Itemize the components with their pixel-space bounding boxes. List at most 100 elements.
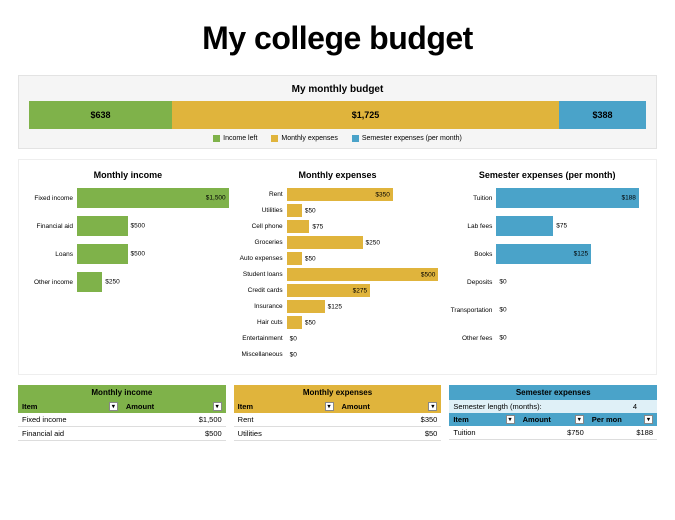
bar-value: $0: [499, 279, 506, 286]
bar-label: Loans: [27, 251, 77, 258]
bar-label: Credit cards: [237, 287, 287, 294]
bar-label: Lab fees: [446, 223, 496, 230]
bar-fill: [287, 252, 302, 265]
table-cell: $50: [338, 427, 442, 440]
bar-value: $0: [290, 351, 297, 358]
monthly-budget-title: My monthly budget: [29, 84, 646, 95]
bar-track: $125: [496, 244, 648, 264]
bar-value: $500: [421, 271, 435, 278]
semester-length-row: Semester length (months):4: [449, 400, 657, 413]
table-row: Rent$350: [234, 413, 442, 427]
semester-chart-title: Semester expenses (per month): [446, 170, 648, 180]
bar-track: $500: [77, 244, 229, 264]
bar-label: Fixed income: [27, 195, 77, 202]
table-cell: $350: [338, 413, 442, 426]
semester-length-label: Semester length (months):: [449, 400, 629, 413]
bar-value: $1,500: [206, 195, 226, 202]
bar-value: $50: [305, 319, 316, 326]
table-header-row: Item ▾ Amount ▾: [234, 400, 442, 413]
expenses-chart-title: Monthly expenses: [237, 170, 439, 180]
table-cell: Financial aid: [18, 427, 122, 440]
expenses-table: Monthly expenses Item ▾ Amount ▾ Rent$350Util…: [234, 385, 442, 441]
bar-fill: [496, 216, 553, 236]
bar-track: $50: [287, 316, 439, 329]
bar-row: Financial aid$500: [27, 216, 229, 236]
filter-icon[interactable]: ▾: [325, 402, 334, 411]
table-column-header[interactable]: Amount ▾: [122, 400, 226, 413]
expenses-chart: Monthly expenses Rent$350Utilities$50Cel…: [237, 170, 439, 364]
income-chart-title: Monthly income: [27, 170, 229, 180]
column-label: Amount: [126, 402, 154, 411]
table-cell: $500: [122, 427, 226, 440]
filter-icon[interactable]: ▾: [575, 415, 584, 424]
bar-fill: [496, 188, 639, 208]
bar-fill: [77, 216, 128, 236]
bar-fill: [287, 204, 302, 217]
table-column-header[interactable]: Amount ▾: [338, 400, 442, 413]
table-row: Fixed income$1,500: [18, 413, 226, 427]
bar-label: Cell phone: [237, 223, 287, 230]
bar-track: $125: [287, 300, 439, 313]
table-column-header[interactable]: Per mon▾: [588, 413, 657, 426]
bar-value: $50: [305, 207, 316, 214]
bar-track: $188: [496, 188, 648, 208]
bar-row: Credit cards$275: [237, 284, 439, 297]
page-title: My college budget: [18, 20, 657, 57]
bar-row: Insurance$125: [237, 300, 439, 313]
filter-icon[interactable]: ▾: [506, 415, 515, 424]
filter-icon[interactable]: ▾: [213, 402, 222, 411]
column-label: Item: [22, 402, 37, 411]
table-cell: Utilities: [234, 427, 338, 440]
bar-fill: [287, 268, 439, 281]
bar-track: $350: [287, 188, 439, 201]
stacked-segment: $638: [29, 101, 172, 129]
bar-track: $275: [287, 284, 439, 297]
bar-label: Student loans: [237, 271, 287, 278]
column-label: Item: [238, 402, 253, 411]
bar-fill: [77, 272, 102, 292]
monthly-budget-panel: My monthly budget $638$1,725$388 Income …: [18, 75, 657, 149]
filter-icon[interactable]: ▾: [428, 402, 437, 411]
bar-fill: [287, 316, 302, 329]
bar-track: $0: [496, 272, 648, 292]
semester-chart: Semester expenses (per month) Tuition$18…: [446, 170, 648, 364]
filter-icon[interactable]: ▾: [109, 402, 118, 411]
legend-item: Monthly expenses: [271, 135, 337, 142]
stacked-bar: $638$1,725$388: [29, 101, 646, 129]
legend-item: Income left: [213, 135, 257, 142]
bar-value: $75: [312, 223, 323, 230]
bar-row: Loans $500: [27, 244, 229, 264]
bar-fill: [77, 244, 128, 264]
table-cell: Fixed income: [18, 413, 122, 426]
bar-track: $1,500: [77, 188, 229, 208]
column-label: Amount: [342, 402, 370, 411]
bar-track: $500: [287, 268, 439, 281]
bar-value: $500: [131, 223, 145, 230]
bar-row: Entertainment$0: [237, 332, 439, 345]
table-header-row: Item ▾ Amount ▾: [18, 400, 226, 413]
column-label: Amount: [523, 415, 551, 424]
table-column-header[interactable]: Item ▾: [234, 400, 338, 413]
table-header: Monthly expenses: [234, 385, 442, 400]
bar-track: $250: [77, 272, 229, 292]
table-column-header[interactable]: Amount ▾: [519, 413, 588, 426]
bar-value: $188: [621, 195, 635, 202]
bar-row: Books$125: [446, 244, 648, 264]
tables-row: Monthly incomeItem▾Amount▾Fixed income$1…: [18, 385, 657, 441]
bar-label: Entertainment: [237, 335, 287, 342]
table-row: Tuition$750$188: [449, 426, 657, 440]
bar-row: Hair cuts$50: [237, 316, 439, 329]
filter-icon[interactable]: ▾: [644, 415, 653, 424]
bar-track: $0: [496, 328, 648, 348]
legend-swatch: [213, 135, 220, 142]
table-column-header[interactable]: Item▾: [449, 413, 518, 426]
bar-track: $250: [287, 236, 439, 249]
legend-label: Income left: [223, 135, 257, 142]
legend-swatch: [352, 135, 359, 142]
bar-value: $250: [105, 279, 119, 286]
bar-track: $50: [287, 204, 439, 217]
bar-row: Miscellaneous$0: [237, 348, 439, 361]
stacked-segment: $1,725: [172, 101, 559, 129]
bar-value: $500: [131, 251, 145, 258]
table-column-header[interactable]: Item ▾: [18, 400, 122, 413]
